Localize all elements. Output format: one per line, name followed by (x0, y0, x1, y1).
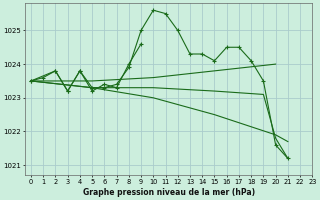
X-axis label: Graphe pression niveau de la mer (hPa): Graphe pression niveau de la mer (hPa) (83, 188, 255, 197)
